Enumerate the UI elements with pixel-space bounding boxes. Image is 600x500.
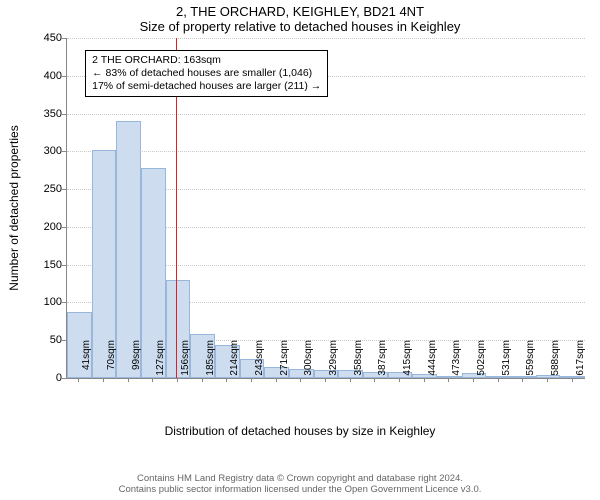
x-tick-label: 41sqm: [81, 340, 92, 384]
y-tick-label: 0: [30, 372, 62, 384]
x-tick-label: 387sqm: [377, 340, 388, 384]
x-tick-label: 358sqm: [353, 340, 364, 384]
x-tick-label: 271sqm: [279, 340, 290, 384]
title-block: 2, THE ORCHARD, KEIGHLEY, BD21 4NT Size …: [0, 0, 600, 34]
x-tick-mark: [498, 378, 499, 382]
y-tick-label: 150: [30, 259, 62, 271]
y-tick-mark: [62, 189, 66, 190]
x-tick-mark: [572, 378, 573, 382]
x-tick-label: 99sqm: [131, 340, 142, 384]
x-tick-label: 329sqm: [328, 340, 339, 384]
x-tick-label: 70sqm: [106, 340, 117, 384]
x-tick-label: 559sqm: [525, 340, 536, 384]
x-tick-mark: [424, 378, 425, 382]
x-tick-label: 415sqm: [402, 340, 413, 384]
x-tick-label: 473sqm: [451, 340, 462, 384]
info-line: ← 83% of detached houses are smaller (1,…: [92, 67, 321, 80]
x-tick-label: 214sqm: [229, 340, 240, 384]
y-tick-mark: [62, 302, 66, 303]
x-tick-label: 243sqm: [254, 340, 265, 384]
info-box: 2 THE ORCHARD: 163sqm← 83% of detached h…: [85, 50, 328, 97]
y-tick-mark: [62, 340, 66, 341]
x-tick-mark: [152, 378, 153, 382]
x-axis-label: Distribution of detached houses by size …: [165, 424, 436, 438]
footer-line2: Contains public sector information licen…: [0, 485, 600, 496]
y-axis-label: Number of detached properties: [7, 125, 21, 290]
x-tick-label: 502sqm: [476, 340, 487, 384]
page-title: 2, THE ORCHARD, KEIGHLEY, BD21 4NT: [0, 4, 600, 19]
x-tick-mark: [399, 378, 400, 382]
y-tick-mark: [62, 114, 66, 115]
footer: Contains HM Land Registry data © Crown c…: [0, 474, 600, 496]
y-tick-mark: [62, 227, 66, 228]
y-tick-label: 450: [30, 32, 62, 44]
x-tick-mark: [473, 378, 474, 382]
x-tick-mark: [78, 378, 79, 382]
x-tick-mark: [547, 378, 548, 382]
x-tick-label: 127sqm: [155, 340, 166, 384]
y-tick-label: 100: [30, 296, 62, 308]
y-tick-label: 400: [30, 70, 62, 82]
x-tick-label: 588sqm: [550, 340, 561, 384]
y-tick-mark: [62, 76, 66, 77]
x-tick-label: 531sqm: [501, 340, 512, 384]
chart-container: Number of detached properties 2 THE ORCH…: [8, 38, 592, 438]
x-tick-label: 444sqm: [427, 340, 438, 384]
x-tick-mark: [202, 378, 203, 382]
info-line: 2 THE ORCHARD: 163sqm: [92, 54, 321, 67]
gridline: [67, 151, 585, 152]
y-tick-mark: [62, 151, 66, 152]
page-subtitle: Size of property relative to detached ho…: [0, 19, 600, 34]
x-tick-mark: [325, 378, 326, 382]
x-tick-mark: [374, 378, 375, 382]
x-tick-label: 300sqm: [303, 340, 314, 384]
y-tick-mark: [62, 38, 66, 39]
x-tick-mark: [350, 378, 351, 382]
x-tick-mark: [448, 378, 449, 382]
plot-area: 2 THE ORCHARD: 163sqm← 83% of detached h…: [66, 38, 585, 379]
gridline: [67, 114, 585, 115]
x-tick-label: 617sqm: [575, 340, 586, 384]
y-tick-label: 50: [30, 334, 62, 346]
y-tick-mark: [62, 378, 66, 379]
y-tick-label: 250: [30, 183, 62, 195]
y-tick-mark: [62, 265, 66, 266]
info-line: 17% of semi-detached houses are larger (…: [92, 80, 321, 93]
x-tick-mark: [276, 378, 277, 382]
x-tick-mark: [522, 378, 523, 382]
x-tick-label: 185sqm: [205, 340, 216, 384]
x-tick-label: 156sqm: [180, 340, 191, 384]
x-tick-mark: [177, 378, 178, 382]
y-tick-label: 200: [30, 221, 62, 233]
x-tick-mark: [251, 378, 252, 382]
y-tick-label: 300: [30, 145, 62, 157]
y-tick-label: 350: [30, 108, 62, 120]
x-tick-mark: [300, 378, 301, 382]
x-tick-mark: [103, 378, 104, 382]
x-tick-mark: [226, 378, 227, 382]
x-tick-mark: [128, 378, 129, 382]
gridline: [67, 38, 585, 39]
